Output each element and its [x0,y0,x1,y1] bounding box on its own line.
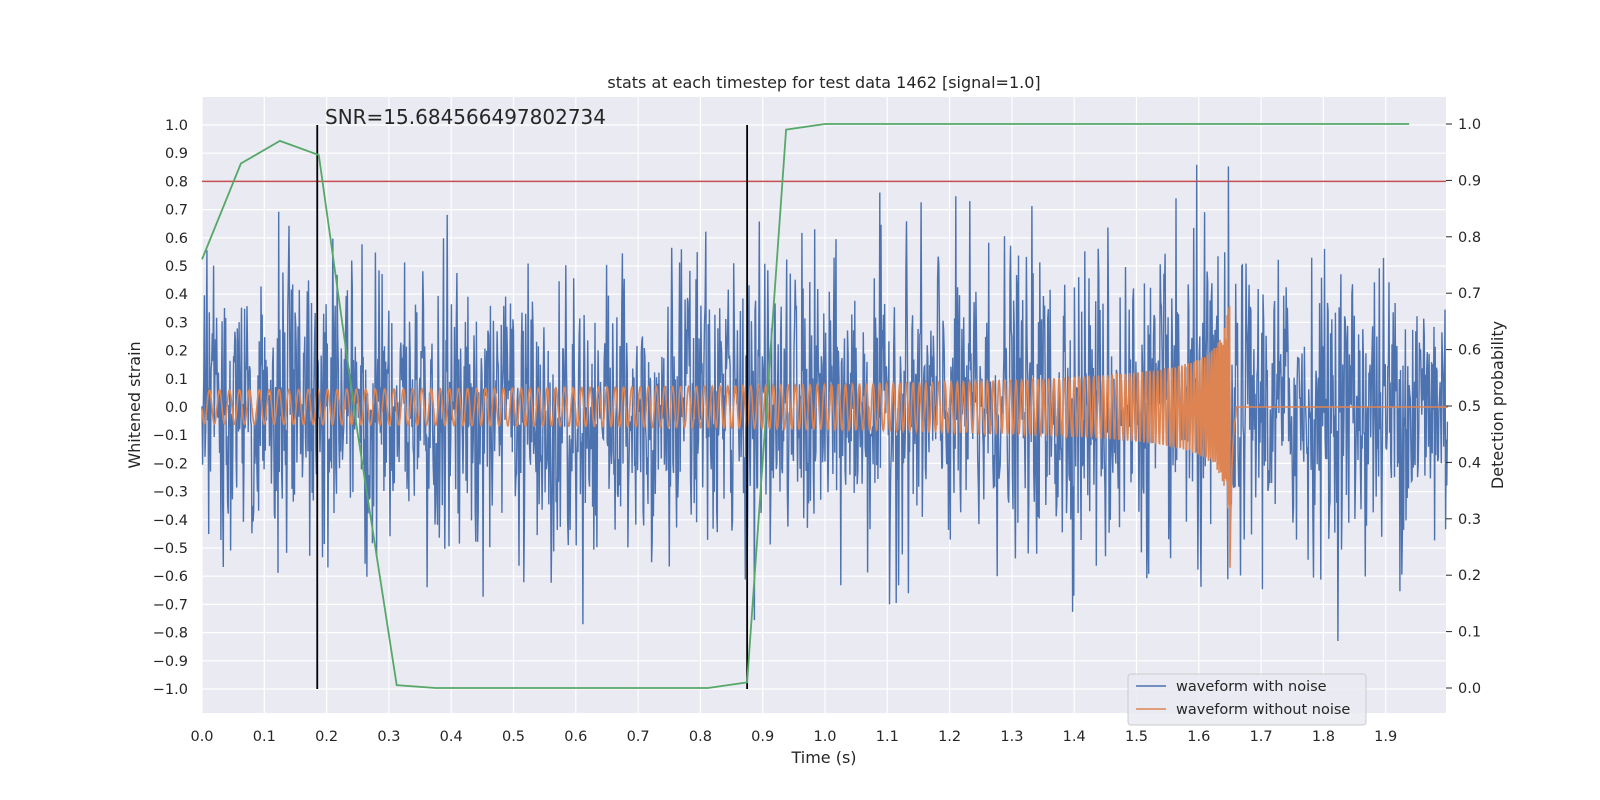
chart-title: stats at each timestep for test data 146… [607,73,1040,92]
legend-box [1127,673,1367,726]
waveform-without-noise-layer [201,305,1448,568]
y-tick-label: 0.0 [165,400,188,416]
y-tick-label: −1.0 [153,682,188,698]
x-tick-label: 0.3 [377,729,400,745]
grid [201,97,1446,713]
x-tick-label: 0.5 [502,729,525,745]
x-tick-label: 0.1 [253,729,276,745]
y-tick-label: 0.2 [165,344,188,360]
y-axis-label-right: Detection probability [1488,321,1507,489]
x-tick-label: 0.0 [190,729,213,745]
y-tick-label: −0.4 [153,513,188,529]
x-ticks: 0.0 0.1 0.2 0.3 0.4 0.5 0.6 0.7 0.8 0.9 1.0 1.1 1.2 1… [190,729,1397,745]
y-tick-label: −0.3 [153,485,188,501]
y-tick-label-right: 0.8 [1458,230,1481,246]
y-tick-label-right: 0.2 [1458,568,1481,584]
y-tick-label: 0.5 [165,259,188,275]
snr-annotation: SNR=15.684566497802734 [325,105,606,129]
y-tick-label: −0.2 [153,456,188,472]
y-tick-label: 0.3 [165,315,188,331]
y-tick-label: −0.7 [153,597,188,613]
y-tick-label-right: 0.6 [1458,343,1481,359]
y-tick-label: 0.4 [165,287,188,303]
y-tick-label: 0.7 [165,203,188,219]
detection-probability-line [201,123,1410,689]
y-tick-label: 0.9 [165,146,188,162]
x-tick-label: 1.1 [876,729,899,745]
y-tick-label: 0.8 [165,174,188,190]
x-tick-label: 1.8 [1312,729,1335,745]
y-tick-label-right: 0.7 [1458,286,1481,302]
y-tick-label: 1.0 [165,118,188,134]
y-tick-label-right: 1.0 [1458,117,1481,133]
x-tick-label: 0.6 [564,729,587,745]
y-tick-label-right: 0.5 [1458,399,1481,415]
y-ticks-right: 1.0 0.9 0.8 0.7 0.6 0.5 0.4 0.3 0.2 0.1 0.0 [1446,117,1481,697]
x-tick-label: 0.8 [689,729,712,745]
x-tick-label: 1.7 [1250,729,1273,745]
vertical-lines-layer [316,125,749,689]
legend-label-waveform-without-noise: waveform without noise [1176,702,1350,718]
x-tick-label: 0.7 [627,729,650,745]
y-tick-label-right: 0.0 [1458,681,1481,697]
y-axis-label: Whitened strain [125,341,144,468]
y-tick-label-right: 0.1 [1458,625,1481,641]
y-tick-label-right: 0.9 [1458,173,1481,189]
x-tick-label: 1.5 [1125,729,1148,745]
x-tick-label: 0.2 [315,729,338,745]
x-tick-label: 1.0 [813,729,836,745]
waveform-without-noise-line [201,305,1448,568]
x-tick-label: 1.4 [1063,729,1086,745]
waveform-with-noise-layer [201,164,1449,642]
detection-probability-layer [201,123,1410,689]
y-tick-label: −0.5 [153,541,188,557]
legend: waveform with noise waveform without noi… [1127,673,1367,726]
y-tick-label: 0.1 [165,372,188,388]
y-tick-label-right: 0.3 [1458,512,1481,528]
x-tick-label: 1.6 [1187,729,1210,745]
y-tick-label: −0.6 [153,569,188,585]
y-tick-label: 0.6 [165,231,188,247]
x-tick-label: 1.9 [1374,729,1397,745]
y-tick-label: −0.1 [153,428,188,444]
y-ticks: 1.0 0.9 0.8 0.7 0.6 0.5 0.4 0.3 0.2 0.1 0.0 −0.1 −0.… [153,118,188,698]
x-axis-label: Time (s) [790,748,856,767]
y-tick-label: −0.9 [153,654,188,670]
waveform-with-noise-line [201,164,1449,642]
x-tick-label: 0.4 [440,729,463,745]
y-tick-label: −0.8 [153,626,188,642]
x-tick-label: 1.2 [938,729,961,745]
legend-label-waveform-with-noise: waveform with noise [1176,679,1327,695]
y-tick-label-right: 0.4 [1458,455,1481,471]
x-tick-label: 1.3 [1000,729,1023,745]
x-tick-label: 0.9 [751,729,774,745]
